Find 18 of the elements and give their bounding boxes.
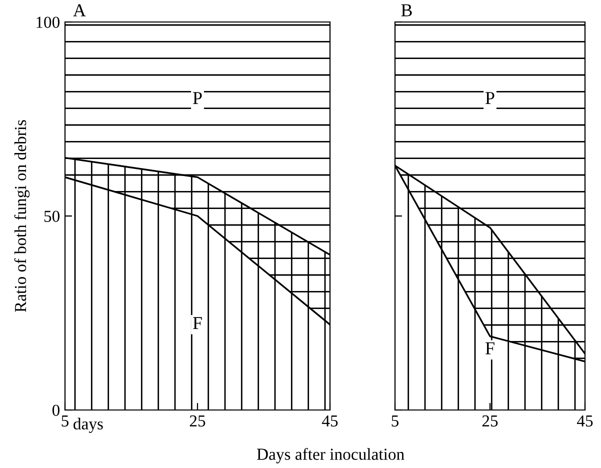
x-tick-label: 45: [322, 415, 338, 427]
text: days: [74, 418, 103, 433]
annotation: P: [486, 92, 494, 104]
chart-title: B: [401, 4, 412, 16]
x-tick-label: 25: [482, 415, 498, 427]
chart-title: A: [73, 4, 86, 16]
series-label: F: [193, 317, 202, 329]
x-tick-label: 45: [576, 415, 593, 427]
x-axis-title: Days after inoculation: [256, 448, 404, 464]
y-tick-label: 50: [44, 210, 60, 222]
y-axis-title: Ratio of both fungi on debris: [14, 120, 30, 312]
x-tick-label: 25: [190, 415, 206, 427]
x-tick-label: 5: [62, 416, 69, 427]
annotation: P: [193, 92, 202, 104]
series-label: F: [486, 342, 494, 354]
y-tick-label: 0: [52, 404, 60, 416]
y-tick-label: 100: [36, 16, 60, 28]
x-tick-label: 5: [392, 416, 399, 427]
